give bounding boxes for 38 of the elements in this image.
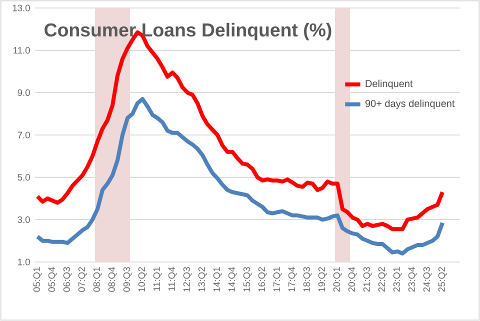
x-tick-label: 25:Q2 [438,267,447,292]
x-tick-label: 08:Q1 [93,267,102,292]
y-tick-label: 13.0 [12,4,30,12]
x-tick-label: 19:Q2 [318,267,327,292]
x-tick-label: 20:Q1 [333,267,342,292]
x-tick-label: 06:Q3 [63,267,72,292]
x-tick-label: 15:Q3 [243,267,252,292]
x-tick-label: 24:Q3 [423,267,432,292]
x-tick-label: 11:Q1 [153,267,162,291]
x-tick-label: 23:Q1 [393,267,402,292]
x-tick-label: 10:Q2 [138,267,147,292]
x-tick-label: 11:Q4 [168,266,177,291]
x-tick-label: 07:Q2 [78,267,87,292]
x-tick-label: 17:Q4 [288,266,297,292]
x-tick-label: 23:Q4 [408,266,417,292]
y-tick-label: 9.0 [18,89,30,96]
x-tick-label: 16:Q2 [258,267,267,292]
x-tick-label: 08:Q4 [108,266,117,292]
x-tick-label: 22:Q2 [378,267,387,292]
x-tick-label: 14:Q1 [213,267,222,292]
x-tick-label: 20:Q4 [348,266,357,292]
x-tick-label: 13:Q2 [198,267,207,292]
y-tick-label: 3.0 [18,216,30,223]
y-tick-label: 7.0 [18,132,30,138]
x-tick-label: 18:Q3 [303,267,312,292]
x-tick-label: 14:Q4 [228,266,237,292]
x-tick-label: 17:Q1 [273,267,282,292]
y-tick-label: 5.0 [18,174,30,181]
text: Consumer Loans Delinquent (%) [44,22,332,40]
x-tick-label: 05:Q4 [48,266,57,292]
x-tick-label: 09:Q3 [123,267,132,292]
x-tick-label: 05:Q1 [33,267,42,292]
x-tick-label: 12:Q3 [183,267,192,292]
x-tick-label: 21:Q3 [363,267,372,292]
legend-label: Delinquent [366,80,413,90]
y-tick-label: 11.0 [14,47,30,54]
legend-label: 90+ days delinquent [365,100,455,109]
y-tick-label: 1.0 [18,258,30,266]
